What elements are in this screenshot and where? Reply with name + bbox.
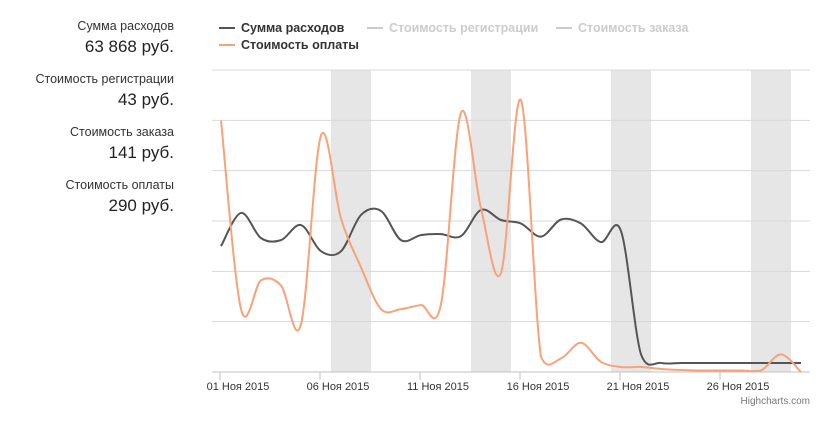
summary-panel: Сумма расходов 63 868 руб. Стоимость рег… [0, 18, 174, 230]
x-tick-label: 01 Ноя 2015 [207, 381, 270, 393]
stat-registration-label: Стоимость регистрации [35, 72, 174, 86]
stat-total-value: 63 868 руб. [84, 37, 174, 56]
stat-payment-label: Стоимость оплаты [65, 178, 174, 192]
series-lines [220, 98, 802, 373]
stat-total: Сумма расходов 63 868 руб. [0, 18, 174, 58]
stat-registration-value: 43 руб. [117, 90, 174, 109]
series-line-3 [220, 98, 802, 373]
credits-link[interactable]: Highcharts.com [741, 396, 810, 407]
x-tick-label: 26 Ноя 2015 [707, 381, 770, 393]
legend-label: Стоимость заказа [578, 21, 689, 35]
stat-registration: Стоимость регистрации 43 руб. [0, 71, 174, 111]
stat-order: Стоимость заказа 141 руб. [0, 124, 174, 164]
legend-label: Стоимость регистрации [389, 21, 538, 35]
x-tick-label: 16 Ноя 2015 [507, 381, 570, 393]
stat-order-value: 141 руб. [108, 143, 174, 162]
legend-item-0[interactable]: Сумма расходов [219, 21, 345, 35]
legend-label: Стоимость оплаты [241, 38, 359, 52]
x-axis: 01 Ноя 2015 06 Ноя 2015 11 Ноя 2015 16 Ноя … [207, 372, 770, 393]
stat-payment-value: 290 руб. [108, 196, 174, 215]
legend-item-3[interactable]: Стоимость оплаты [219, 38, 359, 52]
stat-order-label: Стоимость заказа [70, 125, 174, 139]
x-tick-label: 06 Ноя 2015 [307, 381, 370, 393]
series-line-0 [220, 207, 801, 366]
x-tick-label: 21 Ноя 2015 [607, 381, 670, 393]
stat-total-label: Сумма расходов [77, 19, 174, 33]
legend[interactable]: Сумма расходов Стоимость регистрации Стоим… [219, 21, 689, 52]
legend-item-1[interactable]: Стоимость регистрации [367, 21, 538, 35]
legend-label: Сумма расходов [241, 21, 345, 35]
stat-payment: Стоимость оплаты 290 руб. [0, 177, 174, 217]
legend-item-2[interactable]: Стоимость заказа [556, 21, 689, 35]
x-tick-label: 11 Ноя 2015 [407, 381, 469, 393]
